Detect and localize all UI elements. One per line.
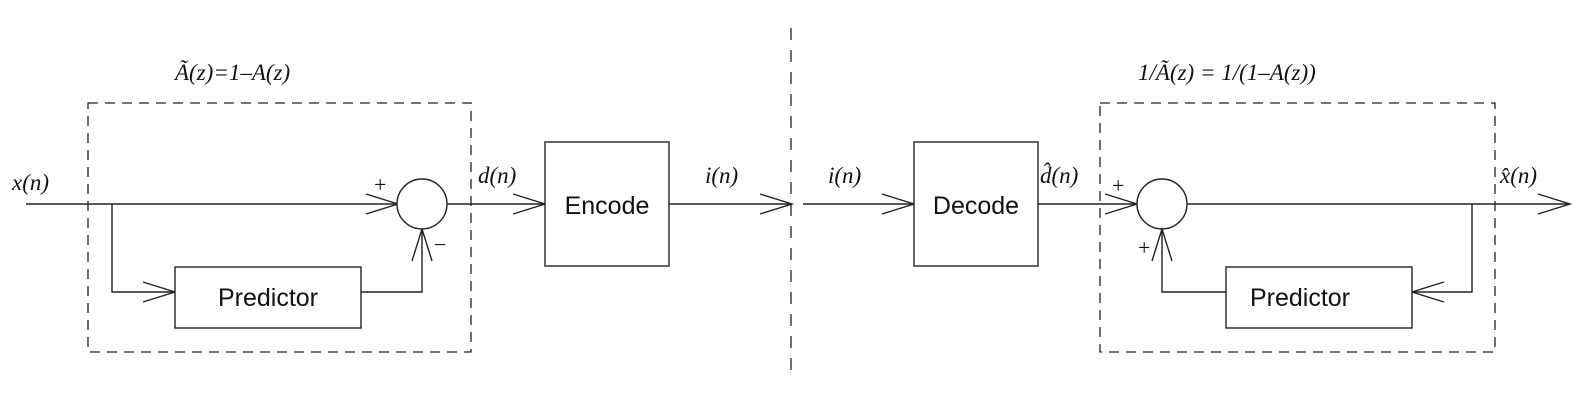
arrow-output [1537, 193, 1573, 215]
decode-label: Decode [933, 192, 1019, 220]
encoder-transfer-label: Ã(z)=1–A(z) [173, 59, 290, 85]
encode-block [544, 141, 670, 267]
decoder-predictor-feed-line [1412, 204, 1473, 293]
input-signal-label: x(n) [11, 170, 49, 195]
decoder-summing-junction [1136, 178, 1188, 230]
encode-label: Encode [565, 192, 650, 220]
encoder-section: Ã(z)=1–A(z) x(n) Predictor + − d(n) Enco… [11, 59, 795, 353]
encoder-index-label: i(n) [705, 163, 738, 188]
decoder-plus-sign-top: + [1112, 173, 1124, 198]
encoder-minus-sign: − [434, 232, 446, 257]
encoder-plus-sign: + [374, 172, 386, 197]
decoder-predictor-block [1225, 266, 1413, 329]
encoder-predictor-output-line [361, 229, 423, 293]
residual-label: d(n) [478, 163, 516, 188]
decoder-transfer-label: 1/Ã(z) = 1/(1–A(z)) [1138, 59, 1316, 85]
encoder-summing-junction [396, 178, 448, 230]
decoder-index-label: i(n) [828, 163, 861, 188]
encoder-predictor-label: Predictor [218, 284, 318, 312]
decoder-plus-sign-feedback: + [1138, 235, 1150, 260]
output-signal-label: x̂(n) [1499, 163, 1537, 188]
decoder-predictor-label: Predictor [1250, 284, 1350, 312]
decode-block [913, 141, 1039, 267]
arrow-index-out [759, 193, 795, 215]
encoder-predictor-block [174, 266, 362, 329]
arrow-predictor-to-decoder-sum [1151, 226, 1173, 262]
decoder-filter-boundary [1099, 102, 1496, 353]
encoder-filter-boundary [87, 102, 472, 353]
encoder-predictor-feed-line [111, 204, 175, 293]
decoder-predictor-output-line [1161, 229, 1226, 293]
decoder-section: 1/Ã(z) = 1/(1–A(z)) i(n) Decode d̂(n) + … [803, 59, 1573, 353]
decoded-residual-label: d̂(n) [1040, 161, 1078, 188]
